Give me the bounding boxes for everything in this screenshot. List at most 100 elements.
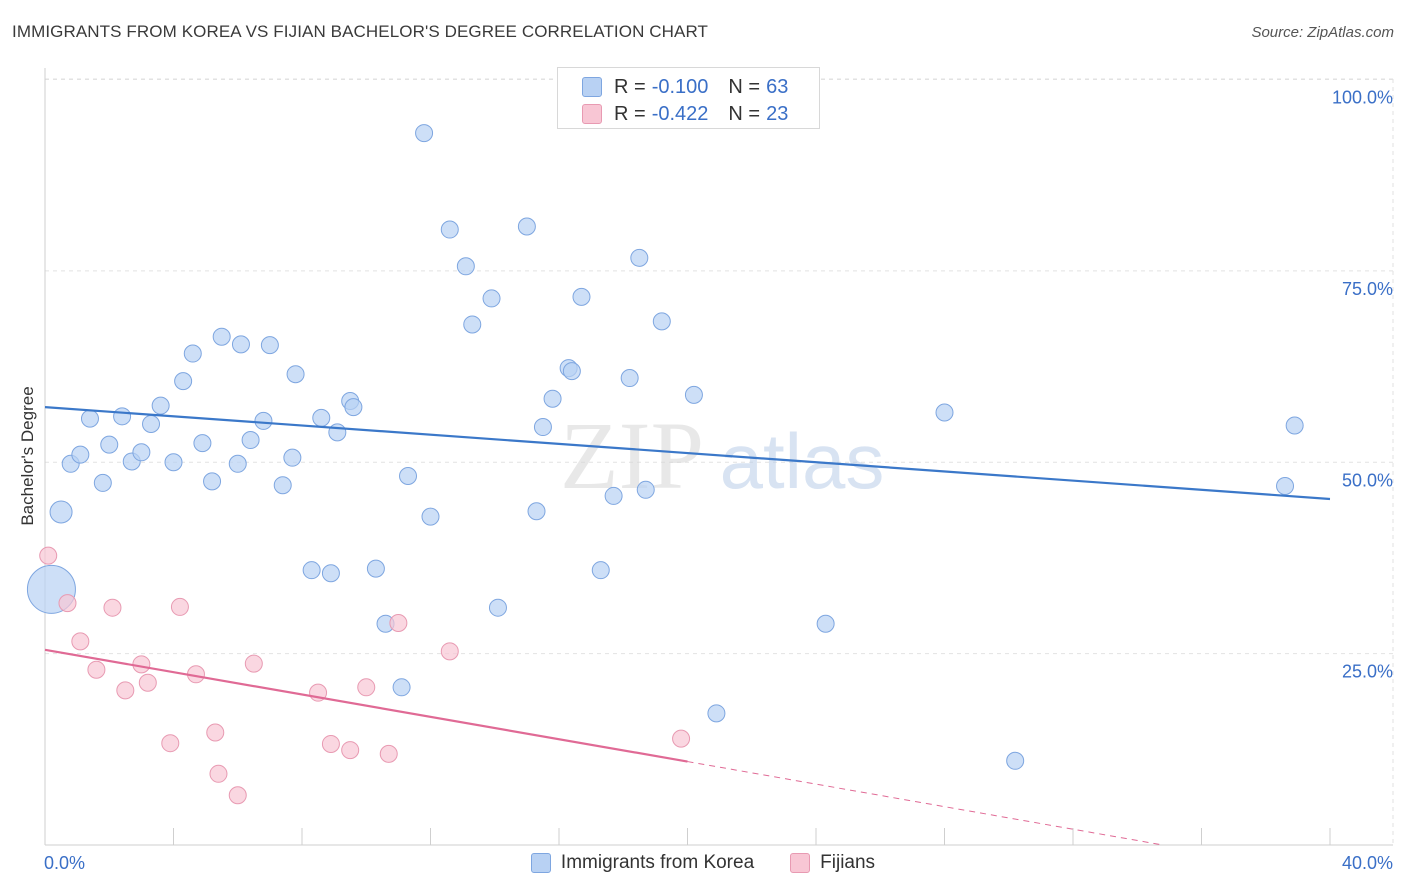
point-korea-28	[328, 423, 347, 442]
point-korea-60	[1276, 476, 1295, 495]
y-tick-label-2: 75.0%	[1342, 279, 1393, 299]
point-korea-38	[456, 257, 475, 276]
point-korea-37	[440, 220, 459, 239]
point-korea-26	[312, 408, 331, 427]
y-tick-label-0: 25.0%	[1342, 662, 1393, 682]
point-korea-49	[591, 561, 610, 580]
point-korea-0	[49, 500, 73, 524]
series-legend-fijians[interactable]: Fijians	[790, 852, 875, 874]
trend-line-fijians	[44, 648, 688, 763]
point-korea-22	[273, 476, 292, 495]
point-korea-18	[231, 335, 250, 354]
series-name-korea: Immigrants from Korea	[560, 852, 755, 873]
point-korea-6	[113, 407, 132, 426]
point-korea-42	[517, 217, 536, 236]
legend-r-label: R =	[614, 75, 646, 98]
point-korea-12	[174, 372, 193, 391]
point-korea-59	[1006, 751, 1025, 770]
y-tick-label-1: 50.0%	[1342, 470, 1393, 490]
series-swatch-fijians	[790, 853, 811, 873]
point-korea-56	[707, 704, 726, 723]
point-korea-11	[164, 453, 183, 472]
point-korea-24	[286, 365, 305, 384]
point-fijians-6	[132, 655, 151, 674]
point-korea-14	[193, 434, 212, 453]
point-korea-8	[132, 443, 151, 462]
point-korea-44	[533, 418, 552, 437]
point-korea-20	[254, 411, 273, 430]
legend-box: R = -0.100 N = 63 R = -0.422 N = 23	[557, 67, 820, 129]
point-fijians-20	[389, 614, 408, 633]
point-fijians-11	[206, 723, 225, 742]
point-korea-34	[399, 467, 418, 486]
legend-swatch-fijians	[582, 104, 602, 124]
point-fijians-0	[39, 546, 58, 565]
y-axis-label: Bachelor's Degree	[18, 386, 37, 525]
point-fijians-14	[244, 654, 263, 673]
legend-n-label: N =	[728, 75, 761, 98]
point-korea-61	[1285, 416, 1304, 435]
point-fijians-17	[341, 741, 360, 760]
point-korea-27	[321, 564, 340, 583]
point-korea-9	[142, 414, 161, 433]
point-korea-4	[93, 473, 112, 492]
x-tick-label-end: 40.0%	[1342, 853, 1393, 873]
point-korea-35	[415, 124, 434, 143]
point-fijians-22	[672, 729, 691, 748]
series-legend-korea[interactable]: Immigrants from Korea	[530, 852, 755, 874]
point-korea-53	[636, 480, 655, 499]
point-korea-57	[816, 614, 835, 633]
legend-n-value-fijians: 23	[766, 102, 789, 125]
point-fijians-18	[357, 678, 376, 697]
trend-line-korea	[44, 406, 1331, 501]
point-korea-55	[684, 385, 703, 404]
point-korea-47	[562, 362, 581, 381]
point-korea-5	[100, 435, 119, 454]
legend-swatch-korea	[582, 77, 602, 97]
point-korea-50	[604, 486, 623, 505]
point-korea-19	[241, 431, 260, 450]
legend-row-fijians: R = -0.422 N = 23	[582, 102, 788, 126]
point-fijians-5	[116, 681, 135, 700]
tick-labels: 25.0% 50.0% 75.0% 100.0% 0.0% 40.0%	[44, 88, 1393, 874]
point-korea-48	[572, 287, 591, 306]
series-name-fijians: Fijians	[820, 852, 876, 873]
series-swatch-korea	[530, 853, 551, 873]
point-korea-3	[80, 409, 99, 428]
point-korea-10	[151, 396, 170, 415]
legend-r-value-fijians: -0.422	[651, 102, 709, 125]
point-korea-23	[283, 448, 302, 467]
trend-line-fijians-extension	[687, 761, 1164, 846]
point-fijians-7	[138, 673, 157, 692]
legend-row-korea: R = -0.100 N = 63	[582, 75, 788, 99]
data-points	[26, 124, 1304, 805]
point-fijians-1	[58, 594, 77, 613]
point-korea-54	[652, 312, 671, 331]
point-fijians-19	[379, 744, 398, 763]
point-korea-15	[203, 472, 222, 491]
x-tick-label-start: 0.0%	[44, 853, 85, 873]
chart-title: IMMIGRANTS FROM KOREA VS FIJIAN BACHELOR…	[12, 22, 709, 41]
point-fijians-8	[161, 734, 180, 753]
point-fijians-9	[170, 597, 189, 616]
point-fijians-2	[71, 632, 90, 651]
watermark-zip: ZIP	[560, 402, 704, 509]
point-korea-13	[183, 344, 202, 363]
point-korea-45	[543, 389, 562, 408]
y-tick-label-3: 100.0%	[1332, 88, 1393, 108]
point-fijians-4	[103, 598, 122, 617]
point-korea-16	[212, 327, 231, 346]
point-korea-51	[620, 369, 639, 388]
point-fijians-21	[440, 642, 459, 661]
point-korea-39	[463, 315, 482, 334]
legend-n-label: N =	[728, 102, 761, 125]
point-korea-25	[302, 561, 321, 580]
point-korea-21	[260, 336, 279, 355]
point-korea-40	[482, 289, 501, 308]
point-fijians-13	[228, 786, 247, 805]
point-korea-2	[71, 445, 90, 464]
point-korea-43	[527, 502, 546, 521]
series-legend: Immigrants from Korea Fijians	[0, 852, 1406, 874]
point-korea-36	[421, 507, 440, 526]
